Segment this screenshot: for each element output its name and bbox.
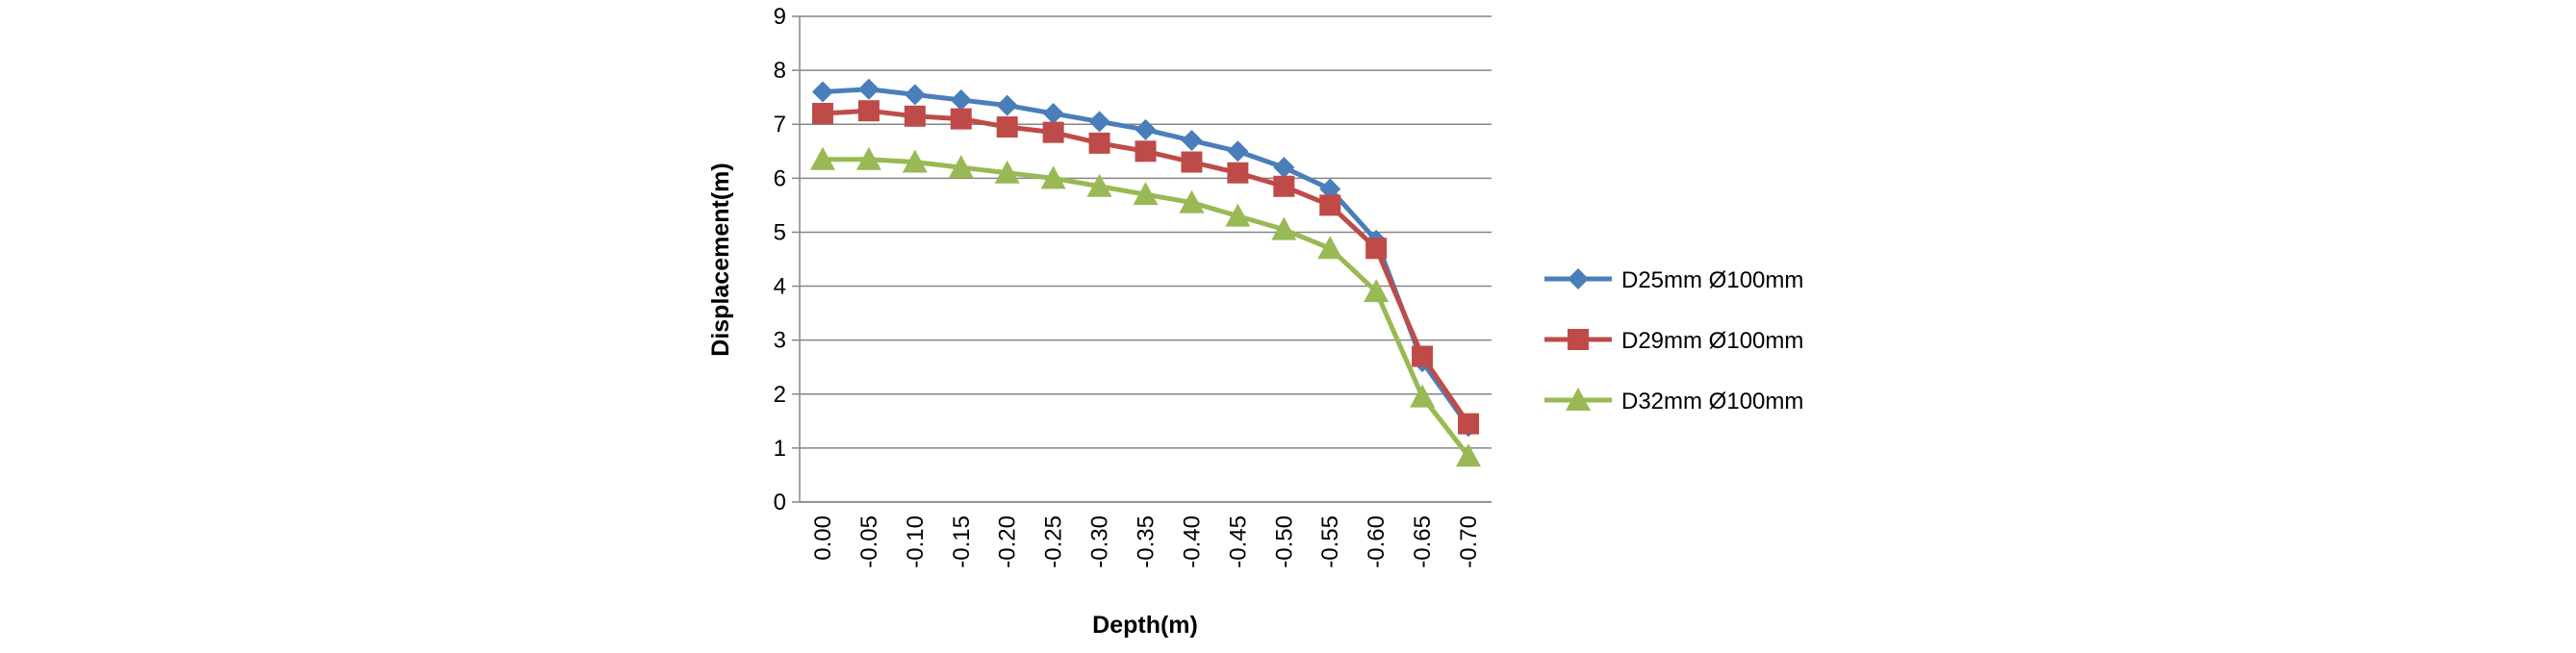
marker	[1271, 216, 1297, 240]
x-tick-label: -0.50	[1271, 515, 1297, 568]
y-tick-label: 8	[774, 58, 786, 84]
y-tick-label: 9	[774, 4, 786, 30]
x-tick-label: -0.65	[1410, 515, 1436, 568]
marker	[1273, 157, 1295, 179]
marker	[902, 149, 928, 173]
marker	[996, 94, 1018, 116]
marker	[1181, 151, 1203, 173]
marker	[857, 100, 880, 122]
x-tick-label: -0.60	[1364, 515, 1390, 568]
x-tick-label: -0.30	[1087, 515, 1113, 568]
marker	[1412, 345, 1434, 367]
marker	[1088, 111, 1110, 133]
y-tick-label: 3	[774, 328, 786, 354]
marker	[809, 146, 835, 170]
marker	[1364, 279, 1390, 303]
marker	[1135, 140, 1157, 163]
marker	[855, 146, 881, 170]
marker	[904, 105, 926, 127]
x-tick-label: -0.45	[1225, 515, 1251, 568]
legend-label: D25mm Ø100mm	[1621, 267, 1803, 293]
marker	[1410, 384, 1436, 408]
marker	[904, 84, 926, 106]
marker	[1086, 173, 1112, 197]
marker	[996, 116, 1018, 138]
x-tick-label: -0.70	[1456, 515, 1482, 568]
marker	[1088, 132, 1110, 154]
marker	[857, 78, 880, 100]
marker	[1227, 162, 1249, 184]
y-tick-label: 5	[774, 219, 786, 245]
x-tick-label: -0.10	[903, 515, 929, 568]
x-tick-label: -0.25	[1041, 515, 1067, 568]
marker	[1225, 203, 1251, 227]
legend-marker	[1568, 268, 1589, 289]
y-tick-label: 4	[774, 274, 786, 300]
x-tick-label: -0.40	[1179, 515, 1205, 568]
marker	[1181, 130, 1203, 152]
marker	[1458, 413, 1480, 435]
marker	[1179, 189, 1205, 213]
legend-label: D29mm Ø100mm	[1621, 328, 1803, 354]
marker	[1273, 175, 1295, 197]
y-tick-label: 6	[774, 165, 786, 191]
y-tick-label: 7	[774, 112, 786, 138]
marker	[1133, 182, 1159, 206]
x-tick-label: -0.05	[856, 515, 882, 568]
marker	[1319, 178, 1341, 200]
marker	[1317, 236, 1343, 260]
legend-marker	[1566, 388, 1591, 411]
marker	[950, 88, 972, 111]
marker	[994, 160, 1020, 184]
marker	[1365, 238, 1388, 260]
y-axis-title: Displacement(m)	[707, 163, 734, 356]
marker	[1040, 165, 1066, 189]
legend-label: D32mm Ø100mm	[1621, 389, 1803, 414]
marker	[1456, 443, 1482, 467]
y-tick-label: 1	[774, 436, 786, 462]
marker	[1042, 121, 1064, 143]
x-tick-label: -0.20	[995, 515, 1021, 568]
x-axis-title: Depth(m)	[1092, 612, 1198, 639]
y-tick-label: 2	[774, 382, 786, 408]
marker	[811, 81, 833, 103]
marker	[1319, 194, 1341, 216]
x-tick-label: -0.15	[949, 515, 975, 568]
marker	[1042, 103, 1064, 124]
marker	[811, 103, 833, 124]
marker	[948, 155, 974, 179]
legend-marker	[1568, 329, 1589, 350]
y-tick-label: 0	[774, 490, 786, 515]
marker	[950, 108, 972, 130]
x-tick-label: -0.35	[1134, 515, 1160, 568]
marker	[1135, 118, 1157, 140]
marker	[1227, 140, 1249, 163]
x-tick-label: 0.00	[810, 515, 836, 561]
x-tick-label: -0.55	[1317, 515, 1343, 568]
